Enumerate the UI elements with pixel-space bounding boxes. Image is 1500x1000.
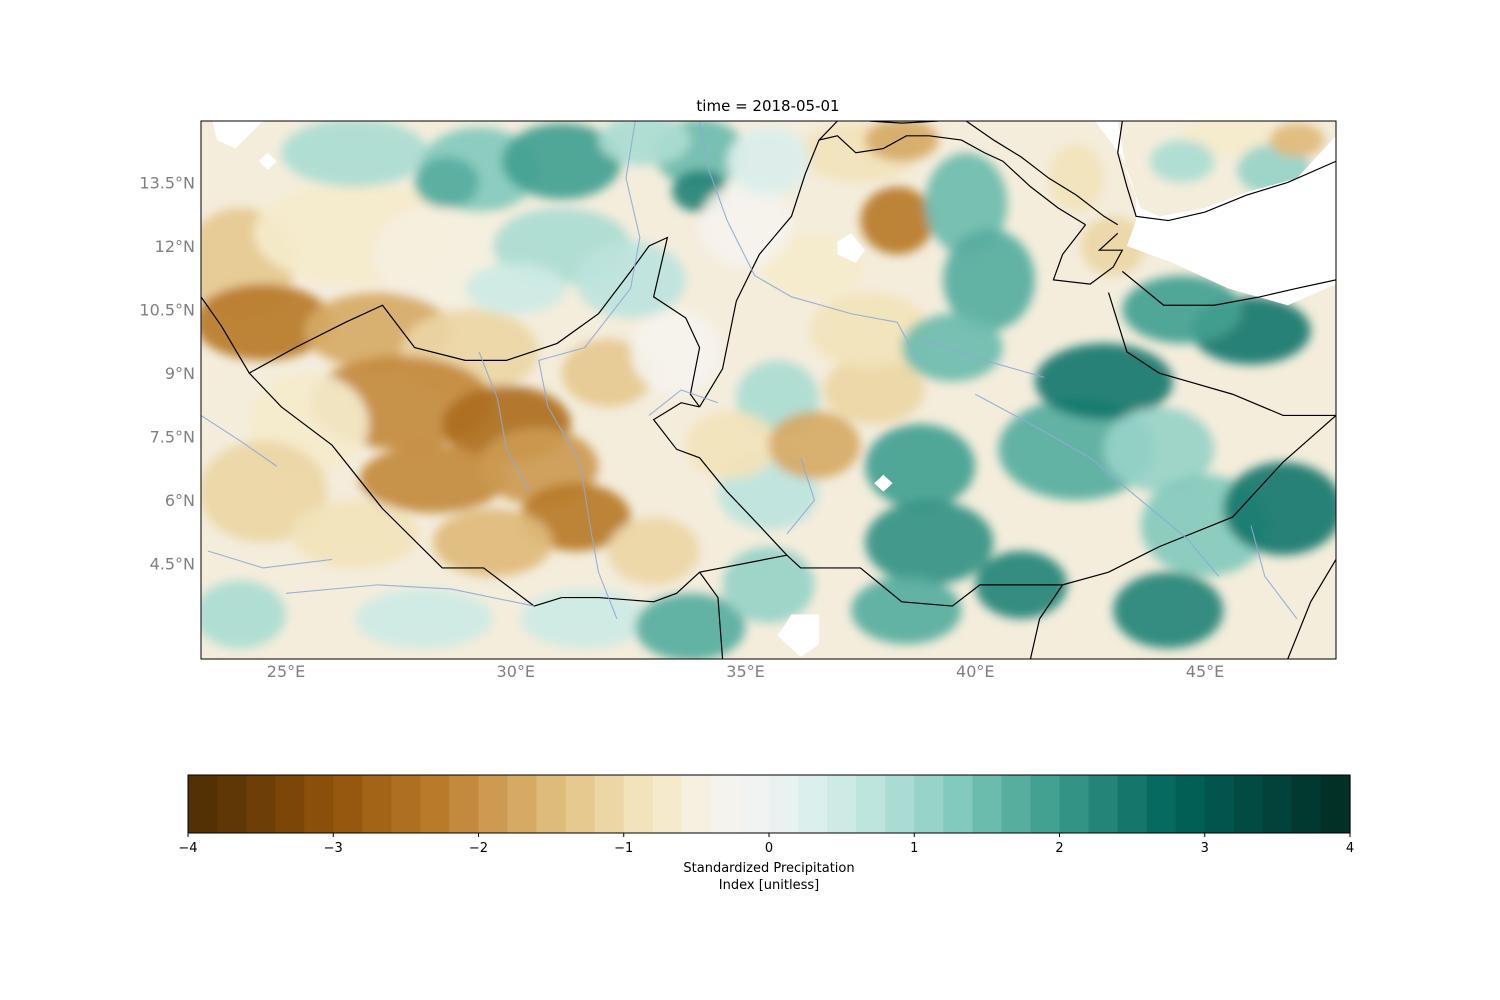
colorbar: −4 −3 −2 −1 0 1 2 3 4 Standardized Precipitation…: [178, 775, 1354, 893]
colorbar-bin: [188, 775, 218, 833]
spi-region: [851, 576, 961, 644]
spi-region: [291, 500, 420, 568]
colorbar-bin: [711, 775, 741, 833]
latitude-ticks: 13.5°N 12°N 10.5°N 9°N 7.5°N 6°N 4.5°N: [139, 173, 195, 573]
spi-region: [860, 187, 934, 255]
spi-region: [700, 182, 792, 267]
colorbar-bin: [769, 775, 799, 833]
colorbar-bin: [333, 775, 363, 833]
colorbar-bin: [1060, 775, 1090, 833]
spi-region: [608, 517, 700, 585]
colorbar-ticks: −4 −3 −2 −1 0 1 2 3 4: [178, 833, 1354, 856]
colorbar-tick-label: −2: [469, 841, 488, 856]
spi-region: [433, 509, 552, 577]
spi-region: [686, 411, 778, 479]
colorbar-bin: [420, 775, 450, 833]
colorbar-tick-label: −1: [614, 841, 633, 856]
colorbar-bin: [508, 775, 538, 833]
longitude-ticks: 25°E 30°E 35°E 40°E 45°E: [267, 662, 1224, 681]
colorbar-tick-label: 1: [910, 841, 918, 856]
colorbar-tick-label: 0: [765, 841, 773, 856]
spi-region: [1269, 123, 1324, 157]
colorbar-bin: [972, 775, 1002, 833]
colorbar-bin: [537, 775, 567, 833]
colorbar-bin: [740, 775, 770, 833]
spi-region: [355, 589, 493, 648]
colorbar-label-line1: Standardized Precipitation: [683, 861, 854, 876]
colorbar-bin: [1089, 775, 1119, 833]
colorbar-bin: [275, 775, 305, 833]
colorbar-bin: [362, 775, 392, 833]
colorbar-bin: [914, 775, 944, 833]
map-title: time = 2018-05-01: [696, 97, 839, 115]
spi-region: [1150, 140, 1214, 182]
colorbar-tick-label: 3: [1201, 841, 1209, 856]
spi-region: [902, 314, 1003, 382]
lon-tick-label: 45°E: [1186, 662, 1224, 681]
colorbar-tick-label: 4: [1346, 841, 1354, 856]
colorbar-label-line2: Index [unitless]: [719, 878, 819, 893]
colorbar-bin: [391, 775, 421, 833]
colorbar-bin: [1234, 775, 1264, 833]
colorbar-bin: [1321, 775, 1351, 833]
spi-region: [865, 500, 994, 585]
colorbar-bin: [682, 775, 712, 833]
spi-region: [1223, 462, 1342, 555]
colorbar-bin: [595, 775, 625, 833]
spi-region: [631, 310, 723, 395]
colorbar-bin: [1263, 775, 1293, 833]
spi-region: [1113, 572, 1223, 648]
colorbar-bin: [1176, 775, 1206, 833]
colorbar-bin: [1030, 775, 1060, 833]
colorbar-bin: [624, 775, 654, 833]
spi-region: [769, 411, 861, 479]
colorbar-bin: [1292, 775, 1322, 833]
lat-tick-label: 10.5°N: [139, 301, 195, 320]
colorbar-bin: [1118, 775, 1148, 833]
colorbar-bin: [653, 775, 683, 833]
lat-tick-label: 12°N: [155, 237, 195, 256]
colorbar-bin: [1147, 775, 1177, 833]
colorbar-bin: [246, 775, 276, 833]
spi-region: [465, 263, 566, 314]
colorbar-bin: [217, 775, 247, 833]
spi-region: [194, 581, 286, 649]
lon-tick-label: 40°E: [956, 662, 994, 681]
colorbar-bin: [304, 775, 334, 833]
spi-region: [415, 157, 479, 208]
lon-tick-label: 35°E: [726, 662, 764, 681]
colorbar-bin: [798, 775, 828, 833]
spi-region: [727, 127, 810, 195]
lat-tick-label: 13.5°N: [139, 173, 195, 192]
lon-tick-label: 25°E: [267, 662, 305, 681]
lat-tick-label: 9°N: [165, 364, 195, 383]
colorbar-bin: [943, 775, 973, 833]
colorbar-bins: [188, 775, 1351, 833]
colorbar-tick-label: −3: [324, 841, 343, 856]
lat-tick-label: 4.5°N: [150, 555, 195, 574]
spi-region: [865, 424, 975, 509]
spi-region: [865, 119, 939, 161]
colorbar-bin: [566, 775, 596, 833]
lon-tick-label: 30°E: [497, 662, 535, 681]
spi-region: [281, 119, 428, 187]
colorbar-bin: [827, 775, 857, 833]
colorbar-bin: [449, 775, 479, 833]
colorbar-bin: [479, 775, 509, 833]
map-panel: 25°E 30°E 35°E 40°E 45°E 13.5°N 12°N 10.5°N 9°N…: [139, 115, 1342, 681]
spi-region: [1049, 144, 1104, 212]
colorbar-bin: [1205, 775, 1235, 833]
colorbar-bin: [856, 775, 886, 833]
lat-tick-label: 6°N: [165, 491, 195, 510]
lat-tick-label: 7.5°N: [150, 428, 195, 447]
colorbar-bin: [1001, 775, 1031, 833]
colorbar-tick-label: −4: [178, 841, 197, 856]
spi-region: [598, 115, 690, 166]
colorbar-bin: [885, 775, 915, 833]
colorbar-tick-label: 2: [1055, 841, 1063, 856]
